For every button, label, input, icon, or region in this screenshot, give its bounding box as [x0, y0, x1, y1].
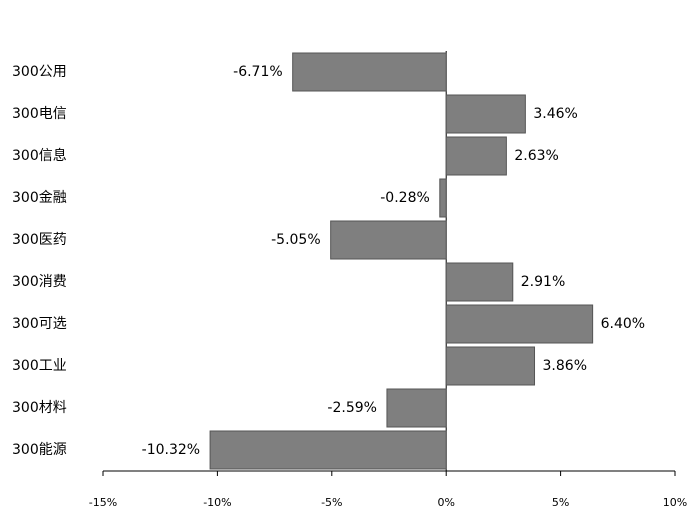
- x-tick-label: -15%: [89, 496, 117, 509]
- category-label: 300消费: [12, 274, 67, 290]
- bar: [445, 304, 594, 344]
- bar: [445, 136, 507, 176]
- category-label: 300电信: [12, 106, 67, 122]
- bar: [445, 262, 514, 302]
- x-tick-label: 0%: [437, 496, 454, 509]
- bar: [386, 388, 447, 428]
- x-tick-label: -5%: [321, 496, 342, 509]
- x-tick-label: 10%: [663, 496, 687, 509]
- bar: [445, 346, 536, 386]
- bar: [330, 220, 447, 260]
- value-label: -5.05%: [271, 232, 321, 248]
- category-label: 300材料: [12, 400, 67, 416]
- value-label: 3.46%: [533, 106, 577, 122]
- bar: [445, 94, 526, 134]
- category-label: 300信息: [12, 147, 67, 164]
- value-label: 2.91%: [521, 274, 565, 290]
- value-label: 2.63%: [514, 148, 558, 164]
- value-label: 6.40%: [601, 316, 645, 332]
- bar: [209, 430, 447, 470]
- value-label: 3.86%: [543, 358, 587, 374]
- value-label: -6.71%: [233, 64, 283, 80]
- x-tick-label: 5%: [552, 496, 569, 509]
- category-label: 300公用: [12, 64, 67, 80]
- category-label: 300能源: [12, 442, 67, 458]
- category-label: 300工业: [12, 358, 67, 374]
- category-label: 300医药: [12, 232, 67, 248]
- value-label: -2.59%: [327, 400, 377, 416]
- value-label: -0.28%: [380, 190, 430, 206]
- category-label: 300金融: [12, 190, 67, 206]
- bar: [292, 52, 447, 92]
- category-label: 300可选: [12, 316, 67, 332]
- value-label: -10.32%: [142, 442, 200, 458]
- x-tick-label: -10%: [203, 496, 231, 509]
- bar: [439, 178, 447, 218]
